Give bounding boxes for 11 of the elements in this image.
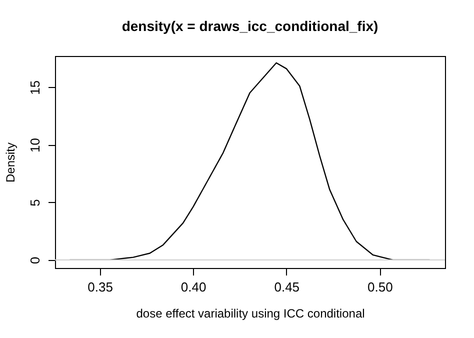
y-tick-label: 0 <box>28 256 42 264</box>
y-tick-label: 10 <box>28 138 42 152</box>
y-tick-label: 15 <box>28 80 42 95</box>
x-tick-label: 0.50 <box>368 280 393 294</box>
x-tick-label: 0.35 <box>88 280 113 294</box>
y-axis-title: Density <box>4 142 18 183</box>
chart-title: density(x = draws_icc_conditional_fix) <box>122 18 378 34</box>
x-axis-title: dose effect variability using ICC conditional <box>136 306 365 320</box>
x-tick-label: 0.45 <box>274 280 300 294</box>
y-tick-label: 5 <box>28 199 42 206</box>
x-tick-label: 0.40 <box>180 280 206 294</box>
